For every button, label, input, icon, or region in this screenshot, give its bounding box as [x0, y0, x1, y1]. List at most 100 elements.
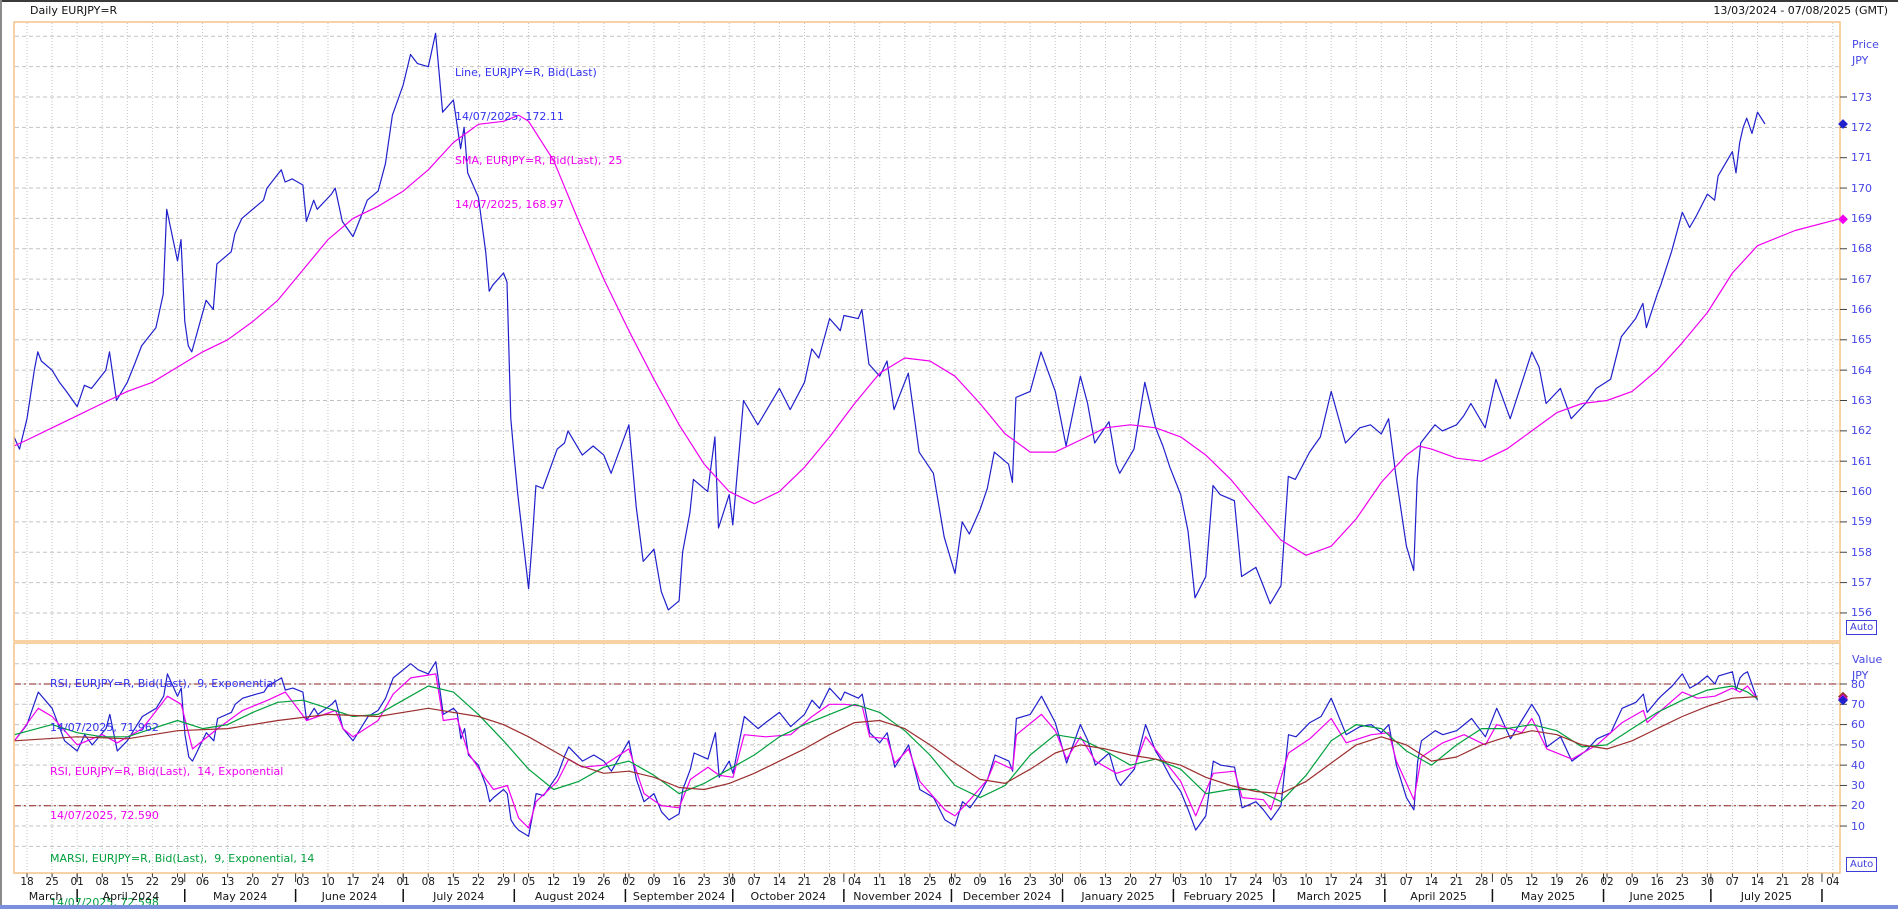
- value-axis-tick-label: 50: [1851, 738, 1865, 752]
- x-axis-day-label: 12: [546, 876, 561, 888]
- value-axis-tick-label: 60: [1851, 718, 1865, 732]
- price-axis-tick-label: 161: [1851, 454, 1872, 468]
- price-axis-tick-label: 158: [1851, 545, 1872, 559]
- legend-sma-value: 14/07/2025, 168.97: [455, 197, 564, 211]
- x-axis-month-label: January 2025: [1081, 890, 1155, 903]
- x-axis-day-label: 21: [797, 876, 812, 888]
- legend-rsi9-name: RSI, EURJPY=R, Bid(Last), 9, Exponential: [50, 677, 277, 691]
- price-axis-tick-label: 159: [1851, 515, 1872, 529]
- x-axis-day-label: 04: [847, 876, 862, 888]
- x-axis-day-label: 14: [1424, 876, 1439, 888]
- x-axis-day-label: 28: [1474, 876, 1489, 888]
- rsi-pane-auto-scale-button[interactable]: Auto: [1846, 857, 1878, 872]
- x-axis-day-label: 23: [697, 876, 711, 888]
- price-axis-tick-label: 165: [1851, 333, 1872, 347]
- x-axis-day-label: 30: [1700, 876, 1715, 888]
- price-pane-auto-scale-button[interactable]: Auto: [1846, 620, 1878, 635]
- x-axis-day-label: 08: [421, 876, 435, 888]
- value-axis-tick-label: 30: [1851, 778, 1865, 792]
- x-axis-day-label: 19: [572, 876, 586, 888]
- price-axis-tick-label: 173: [1851, 90, 1872, 104]
- x-axis-day-label: 03: [296, 876, 310, 888]
- x-axis-day-label: 09: [647, 876, 661, 888]
- x-axis-day-label: 30: [722, 876, 736, 888]
- x-axis-day-label: 10: [321, 876, 335, 888]
- x-axis-day-label: 13: [1098, 876, 1113, 888]
- x-axis-day-label: 30: [1048, 876, 1062, 888]
- x-axis-day-label: 02: [948, 876, 962, 888]
- x-axis-day-label: 27: [271, 876, 285, 888]
- price-axis-tick-label: 170: [1851, 181, 1872, 195]
- price-axis-tick-label: 171: [1851, 151, 1872, 165]
- x-axis-day-label: 21: [1449, 876, 1464, 888]
- window-bottom-edge: [0, 905, 1898, 909]
- x-axis-day-label: 25: [923, 876, 937, 888]
- x-axis-day-label: 07: [1399, 876, 1414, 888]
- x-axis-day-label: 17: [1224, 876, 1238, 888]
- x-axis-day-label: 04: [1826, 876, 1840, 888]
- x-axis-day-label: 19: [1550, 876, 1564, 888]
- rsi-pane-legend: RSI, EURJPY=R, Bid(Last), 9, Exponential…: [50, 648, 321, 909]
- x-axis-day-label: 21: [1775, 876, 1790, 888]
- x-axis-day-label: 01: [70, 876, 84, 888]
- price-axis-tick-label: 164: [1851, 363, 1872, 377]
- x-axis-day-label: 17: [346, 876, 360, 888]
- x-axis-month-label: May 2025: [1520, 890, 1576, 903]
- x-axis-day-label: 16: [672, 876, 686, 888]
- x-axis-month-label: April 2024: [102, 890, 160, 903]
- x-axis-day-label: 16: [1650, 876, 1664, 888]
- x-axis-day-label: 18: [20, 876, 34, 888]
- x-axis-day-label: 11: [873, 876, 887, 888]
- legend-rsi14-name: RSI, EURJPY=R, Bid(Last), 14, Exponentia…: [50, 764, 284, 778]
- value-axis-tick-label: 80: [1851, 677, 1865, 691]
- date-range-label: 13/03/2024 - 07/08/2025 (GMT): [1713, 4, 1888, 17]
- x-axis-day-label: 09: [973, 876, 987, 888]
- price-pane-legend: Line, EURJPY=R, Bid(Last) 14/07/2025, 17…: [455, 37, 622, 241]
- x-axis-day-label: 25: [45, 876, 59, 888]
- x-axis-day-label: 22: [471, 876, 486, 888]
- x-axis-day-label: 14: [772, 876, 787, 888]
- x-axis-month-label: December 2024: [962, 890, 1052, 903]
- legend-price-line-value: 14/07/2025, 172.11: [455, 109, 564, 123]
- x-axis-day-label: 15: [120, 876, 134, 888]
- price-axis-tick-label: 156: [1851, 606, 1872, 620]
- legend-rsi9-value: 14/07/2025, 71.962: [50, 720, 159, 734]
- x-axis-day-label: 01: [396, 876, 410, 888]
- x-axis-day-label: 18: [898, 876, 912, 888]
- legend-price-line-name: Line, EURJPY=R, Bid(Last): [455, 66, 597, 80]
- x-axis-day-label: 02: [622, 876, 636, 888]
- value-axis-currency: JPY: [1852, 669, 1869, 682]
- x-axis-day-label: 28: [822, 876, 837, 888]
- x-axis-month-label: July 2025: [1740, 890, 1793, 903]
- legend-sma-name: SMA, EURJPY=R, Bid(Last), 25: [455, 153, 623, 167]
- x-axis-day-label: 02: [1600, 876, 1614, 888]
- value-axis-tick-label: 20: [1851, 799, 1865, 813]
- x-axis-month-label: June 2025: [1629, 890, 1685, 903]
- price-axis-tick-label: 167: [1851, 272, 1872, 286]
- x-axis-day-label: 17: [1324, 876, 1338, 888]
- x-axis-day-label: 07: [1725, 876, 1740, 888]
- x-axis-day-label: 05: [1500, 876, 1514, 888]
- x-axis-day-label: 27: [1148, 876, 1163, 888]
- x-axis-day-label: 26: [597, 876, 611, 888]
- window-top-edge: [0, 0, 1898, 2]
- price-axis-tick-label: 162: [1851, 424, 1872, 438]
- series-blue: [14, 661, 1759, 837]
- x-axis-day-label: 10: [1299, 876, 1313, 888]
- x-axis-day-label: 29: [170, 876, 185, 888]
- series-green: [14, 685, 1758, 803]
- x-axis-day-label: 05: [521, 876, 536, 888]
- x-axis-month-label: May 2024: [213, 890, 268, 903]
- series-magenta: [13, 114, 1838, 556]
- price-axis-tick-label: 166: [1851, 302, 1872, 316]
- x-axis-day-label: 24: [371, 876, 385, 888]
- value-axis-tick-label: 40: [1851, 758, 1865, 772]
- x-axis-month-label: June 2024: [321, 890, 378, 903]
- price-axis-tick-label: 163: [1851, 394, 1872, 407]
- series-magenta: [14, 673, 1758, 829]
- x-axis-day-label: 09: [1625, 876, 1639, 888]
- x-axis-day-label: 23: [1023, 876, 1037, 888]
- x-axis-day-label: 12: [1525, 876, 1539, 888]
- x-axis-day-label: 29: [496, 876, 511, 888]
